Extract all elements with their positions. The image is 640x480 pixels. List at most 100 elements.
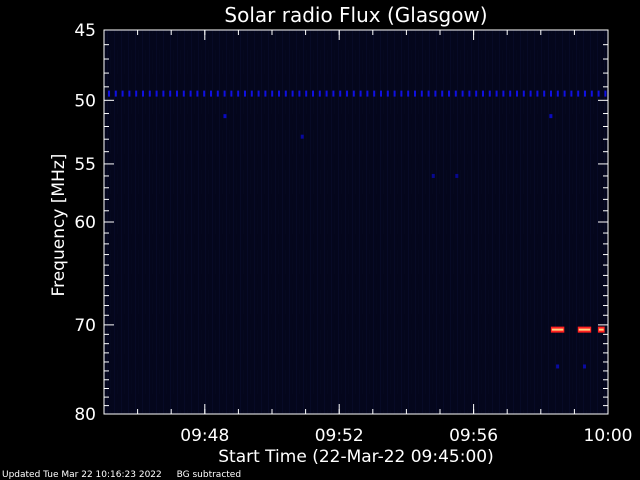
- band-dash: [420, 90, 423, 97]
- band-dash: [516, 90, 518, 97]
- band-dash: [386, 90, 389, 97]
- band-dash: [563, 90, 566, 97]
- signal-spot: [549, 114, 553, 119]
- band-dash: [590, 90, 593, 97]
- signal-spot: [455, 173, 459, 178]
- band-dash: [203, 90, 206, 97]
- y-tick-label: 45: [74, 21, 96, 41]
- band-dash: [522, 90, 525, 97]
- band-dash: [271, 90, 274, 97]
- band-dash: [148, 90, 151, 97]
- band-dash: [509, 90, 512, 97]
- band-dash: [448, 90, 450, 97]
- band-dash: [352, 90, 355, 97]
- band-dash: [454, 90, 457, 97]
- x-axis-title: Start Time (22-Mar-22 09:45:00): [218, 447, 493, 467]
- signal-spot: [431, 173, 435, 178]
- band-dash: [441, 90, 444, 97]
- band-dash: [135, 90, 138, 97]
- radio-burst-core: [578, 328, 591, 331]
- band-dash: [298, 90, 301, 97]
- band-dash: [121, 90, 124, 97]
- band-dash: [529, 90, 532, 97]
- band-dash: [189, 90, 192, 97]
- updated-timestamp: Updated Tue Mar 22 10:16:23 2022: [2, 470, 162, 480]
- band-dash: [373, 90, 376, 97]
- y-axis: 45 50 55 60 70 80: [74, 21, 608, 425]
- band-dash: [244, 90, 246, 97]
- band-dash: [604, 90, 607, 97]
- band-dash: [305, 90, 308, 97]
- band-dash: [584, 90, 586, 97]
- band-dash: [250, 90, 253, 97]
- band-dash: [155, 90, 158, 97]
- band-dash: [284, 90, 287, 97]
- band-dash: [434, 90, 437, 97]
- signal-features: [108, 90, 607, 369]
- band-dash: [366, 90, 369, 97]
- signal-spot: [556, 364, 560, 369]
- plot-background: [104, 30, 608, 414]
- band-dash: [570, 90, 573, 97]
- band-dash: [230, 90, 233, 97]
- band-dash: [182, 90, 185, 97]
- band-dash: [312, 90, 314, 97]
- band-dash: [427, 90, 430, 97]
- band-dash: [597, 90, 600, 97]
- band-dash: [264, 90, 267, 97]
- band-dash: [468, 90, 471, 97]
- band-dash: [223, 90, 226, 97]
- band-dash: [400, 90, 403, 97]
- radio-burst-core: [551, 328, 564, 331]
- band-dash: [142, 90, 144, 97]
- band-dash: [577, 90, 580, 97]
- band-dash: [216, 90, 219, 97]
- band-dash: [339, 90, 342, 97]
- band-dash: [407, 90, 410, 97]
- band-dash: [550, 90, 552, 97]
- x-tick-label: 09:48: [180, 426, 229, 446]
- band-dash: [332, 90, 335, 97]
- band-dash: [556, 90, 559, 97]
- band-dash: [114, 90, 117, 97]
- band-dash: [278, 90, 280, 97]
- x-tick-label: 09:52: [315, 426, 364, 446]
- band-dash: [291, 90, 294, 97]
- y-tick-label: 50: [74, 91, 96, 111]
- band-dash: [176, 90, 178, 97]
- signal-spot: [223, 114, 227, 119]
- band-dash: [325, 90, 328, 97]
- y-tick-label: 70: [74, 316, 96, 336]
- band-dash: [346, 90, 348, 97]
- radio-burst-core: [598, 328, 604, 331]
- band-dash: [543, 90, 546, 97]
- x-tick-label: 09:56: [449, 426, 498, 446]
- y-tick-label: 60: [74, 213, 96, 233]
- band-dash: [482, 90, 484, 97]
- band-dash: [237, 90, 240, 97]
- band-dash: [461, 90, 464, 97]
- band-dash: [318, 90, 321, 97]
- x-tick-label: 10:00: [584, 426, 633, 446]
- footer: Updated Tue Mar 22 10:16:23 2022 BG subt…: [2, 470, 253, 480]
- y-tick-label: 80: [74, 405, 96, 425]
- bg-note: BG subtracted: [176, 470, 242, 480]
- band-dash: [128, 90, 131, 97]
- band-dash: [169, 90, 172, 97]
- band-dash: [108, 90, 110, 97]
- band-dash: [488, 90, 491, 97]
- signal-spot: [582, 364, 586, 369]
- band-dash: [210, 90, 212, 97]
- band-dash: [359, 90, 362, 97]
- y-axis-title: Frequency [MHz]: [49, 154, 69, 297]
- band-dash: [196, 90, 199, 97]
- band-dash: [393, 90, 396, 97]
- band-dash: [495, 90, 498, 97]
- band-dash: [475, 90, 478, 97]
- band-dash: [380, 90, 382, 97]
- band-dash: [257, 90, 260, 97]
- chart-title: Solar radio Flux (Glasgow): [224, 3, 487, 27]
- band-dash: [414, 90, 416, 97]
- x-axis: 09:48 09:52 09:56 10:00: [137, 30, 633, 446]
- band-dash: [502, 90, 505, 97]
